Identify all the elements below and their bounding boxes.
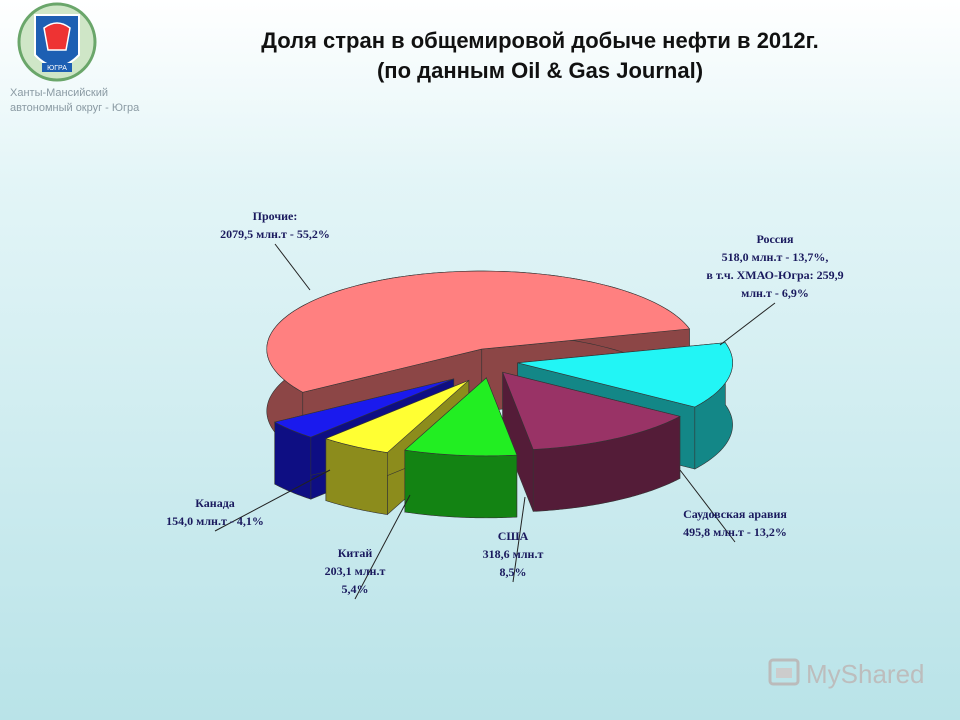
leader-line <box>719 302 776 346</box>
watermark: MyShared <box>806 659 925 689</box>
value-label: 495,8 млн.т - 13,2% <box>683 525 787 539</box>
logo: ЮГРА <box>17 2 97 82</box>
logo-text: ЮГРА <box>47 65 67 72</box>
value-label: 2079,5 млн.т - 55,2% <box>220 227 330 241</box>
chart-title: Доля стран в общемировой добыче нефти в … <box>261 28 818 53</box>
slice-top <box>404 377 518 457</box>
slice-top <box>273 378 454 438</box>
logo-caption: Ханты-Мансийский <box>10 87 108 99</box>
slice-top <box>502 371 681 450</box>
value-label: 518,0 млн.т - 13,7%, <box>722 250 829 264</box>
slice <box>404 377 518 519</box>
slice-top <box>517 342 733 408</box>
value-label: 203,1 млн.т <box>325 564 386 578</box>
leader-line <box>354 494 411 600</box>
watermark-logo <box>768 658 800 686</box>
category-label: Россия <box>756 232 794 246</box>
category-label: Китай <box>338 546 373 560</box>
leader-line <box>679 469 736 543</box>
leader-line <box>512 496 526 583</box>
chart-subtitle: (по данным Oil & Gas Journal) <box>377 58 703 83</box>
value-label: в т.ч. ХМАО-Югра: 259,9 <box>706 268 843 282</box>
value-label: 5,4% <box>342 582 369 596</box>
value-label: 318,6 млн.т <box>483 547 544 561</box>
category-label: Прочие: <box>253 209 298 223</box>
category-label: Саудовская аравия <box>683 507 787 521</box>
slice <box>502 371 681 512</box>
value-label: 8,5% <box>500 565 527 579</box>
leader-line <box>274 243 311 291</box>
logo-caption: автономный округ - Югра <box>10 102 140 114</box>
pie <box>266 270 733 519</box>
category-label: США <box>498 529 529 543</box>
slice-top <box>266 270 691 393</box>
slice-side <box>404 449 518 519</box>
leader-line <box>214 469 331 532</box>
category-label: Канада <box>195 496 235 510</box>
value-label: 154,0 млн.т - 4,1% <box>166 514 264 528</box>
value-label: млн.т - 6,9% <box>741 286 809 300</box>
slice-top <box>325 380 470 453</box>
